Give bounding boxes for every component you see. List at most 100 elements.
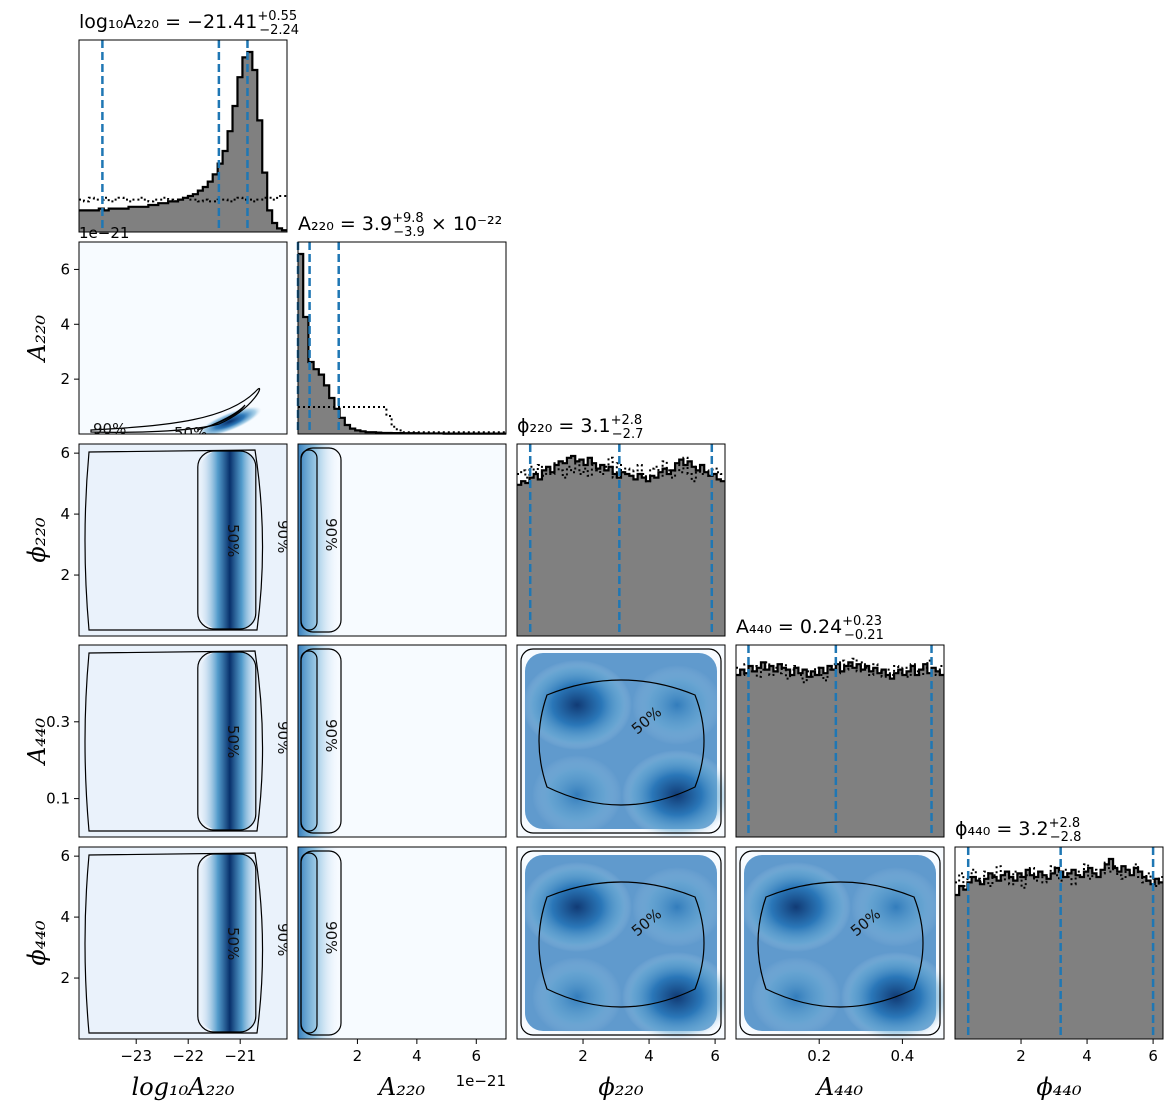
density-blob: [522, 660, 632, 750]
density-panel-A440-vs-phi440: 50%: [736, 847, 944, 1039]
title-lower-error: −2.7: [612, 427, 644, 442]
contour-90: [520, 648, 722, 834]
title-upper-error: +2.8: [611, 413, 643, 428]
panel-frame: [297, 443, 507, 637]
title-upper-error: +0.55: [257, 9, 297, 24]
density-panel-logA220-vs-phi220: 50% 90%: [79, 444, 287, 636]
prior-histogram-outline: [955, 861, 1163, 889]
density-panel-A220-vs-A440: 90%: [298, 645, 506, 837]
title-lower-error: −2.24: [259, 23, 299, 38]
title-lower-error: −2.8: [1050, 830, 1082, 845]
posterior-histogram-fill: [298, 254, 506, 434]
panel-frame: [735, 644, 945, 838]
density-band: [298, 645, 340, 837]
contour-90: [84, 852, 264, 1034]
contour-90: [84, 650, 264, 832]
panel-frame: [78, 39, 288, 233]
panel-frame: [78, 644, 288, 838]
x-tick-label: 6: [1148, 1047, 1158, 1065]
contour-label-50: 50%: [174, 424, 207, 442]
density-background: [79, 242, 287, 434]
title-upper-error: +2.8: [1049, 816, 1081, 831]
density-panel-phi220-vs-A440: 50%: [517, 645, 725, 837]
x-tick-label: −22: [172, 1047, 204, 1065]
x-tick-label: 6: [472, 1047, 482, 1065]
y-offset-text: 1e−21: [79, 224, 129, 242]
density-panel-phi220-vs-phi440: 50%: [517, 847, 725, 1039]
density-band: [298, 847, 340, 1039]
density-band: [298, 444, 340, 636]
contour-90: [300, 447, 342, 633]
contour-label-50: 50%: [224, 927, 242, 960]
title-main: log₁₀A₂₂₀ = −21.41: [79, 11, 257, 33]
posterior-histogram-outline: [79, 50, 287, 232]
panel-frame: [78, 846, 288, 1040]
posterior-histogram-fill: [517, 456, 725, 636]
contour-90: [300, 850, 342, 1036]
title-lower-error: −0.21: [844, 628, 884, 643]
histogram-title: ϕ₄₄₀ = 3.2+2.8 −2.8: [955, 816, 1081, 845]
contour-50: [538, 679, 705, 806]
density-panel-A220-vs-phi220: 90%: [298, 444, 506, 636]
posterior-histogram-fill: [736, 662, 944, 837]
contour-label-90: 90%: [274, 923, 292, 956]
prior-histogram-outline: [736, 657, 944, 684]
x-tick-label: 4: [644, 1047, 654, 1065]
x-axis-label-logA220: log₁₀A₂₂₀: [132, 1073, 235, 1101]
contour-label-90: 90%: [93, 420, 126, 438]
density-blob: [741, 862, 851, 952]
density-band: [199, 450, 260, 630]
density-blob: [532, 957, 622, 1037]
contour-50: [197, 450, 257, 630]
y-tick-label: 2: [60, 969, 70, 987]
density-blob: [632, 665, 722, 745]
density-band: [199, 853, 260, 1033]
density-blob: [532, 755, 622, 835]
y-tick-label: 0.3: [46, 713, 70, 731]
contour-90: [90, 387, 261, 433]
contour-50: [197, 853, 257, 1033]
posterior-histogram-fill: [79, 52, 287, 232]
contour-label-90: 90%: [274, 721, 292, 754]
y-tick-label: 6: [60, 260, 70, 278]
contour-50: [757, 881, 924, 1008]
x-axis-label-A440: A₄₄₀: [815, 1073, 864, 1101]
panel-frame: [78, 443, 288, 637]
panel-frame: [297, 846, 507, 1040]
panel-frame: [954, 846, 1164, 1040]
density-band: [199, 651, 260, 831]
panel-frame: [516, 846, 726, 1040]
histogram-panel-phi220: ϕ₂₂₀ = 3.1+2.8 −2.7: [516, 413, 726, 637]
y-axis-label-A220: A₂₂₀: [23, 315, 51, 364]
posterior-histogram-fill: [955, 859, 1163, 1039]
y-axis-label-phi440: ϕ₄₄₀: [23, 920, 51, 966]
contour-label-50: 50%: [224, 725, 242, 758]
y-axis-label-phi220: ϕ₂₂₀: [23, 517, 51, 563]
title-main: ϕ₄₄₀ = 3.2: [955, 818, 1049, 840]
y-tick-label: 4: [60, 315, 70, 333]
density-blob: [522, 862, 632, 952]
y-tick-label: 0.1: [46, 790, 70, 808]
density-blob: [198, 406, 262, 434]
title-upper-error: +0.23: [842, 614, 882, 629]
histogram-title: ϕ₂₂₀ = 3.1+2.8 −2.7: [517, 413, 643, 442]
panel-frame: [297, 241, 507, 435]
x-tick-label: −21: [224, 1047, 256, 1065]
density-panel-logA220-vs-phi440: 50% 90%: [79, 847, 292, 1039]
x-axis-label-phi220: ϕ₂₂₀: [598, 1073, 644, 1101]
contour-90: [300, 648, 342, 834]
contour-50: [197, 651, 257, 831]
histogram-panel-A440: A₄₄₀ = 0.24+0.23 −0.21: [735, 614, 945, 838]
contour-50: [196, 404, 246, 431]
contour-label-90: 90%: [322, 518, 340, 551]
x-tick-label: 2: [353, 1047, 363, 1065]
x-axis-label-phi440: ϕ₄₄₀: [1036, 1073, 1082, 1101]
y-tick-label: 6: [60, 847, 70, 865]
x-tick-label: 4: [1082, 1047, 1092, 1065]
y-tick-label: 4: [60, 505, 70, 523]
density-blob: [751, 957, 841, 1037]
density-blob: [622, 750, 725, 837]
histogram-title: A₂₂₀ = 3.9+9.8 −3.9 × 10⁻²²: [298, 211, 502, 240]
title-main: A₄₄₀ = 0.24: [736, 616, 842, 638]
